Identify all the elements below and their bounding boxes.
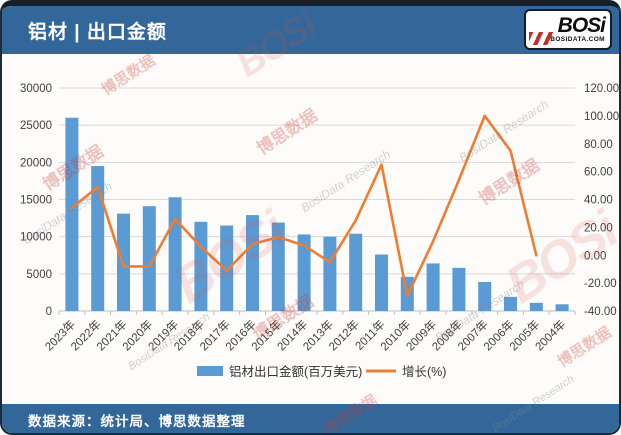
right-axis-label: 0.00 bbox=[584, 250, 606, 262]
export-amount-bar bbox=[323, 236, 337, 311]
export-amount-bar bbox=[478, 282, 492, 311]
chart-header: 铝材 | 出口金额 BOSi BOSIDATA.COM bbox=[2, 6, 619, 54]
export-amount-bar bbox=[375, 254, 388, 311]
legend-growth-label: 增长(%) bbox=[402, 364, 446, 379]
export-amount-bar bbox=[349, 233, 363, 311]
right-axis-label: 120.00 bbox=[584, 83, 619, 95]
right-axis-label: 80.00 bbox=[584, 139, 613, 151]
export-amount-bar bbox=[504, 296, 517, 311]
left-axis-label: 0 bbox=[46, 306, 52, 318]
export-amount-bar bbox=[297, 234, 311, 311]
left-axis-label: 30000 bbox=[20, 83, 52, 95]
logo-subtext: BOSIDATA.COM bbox=[550, 36, 605, 43]
left-axis-label: 5000 bbox=[26, 269, 52, 281]
legend-bar-label: 铝材出口金额(百万美元) bbox=[229, 364, 362, 379]
export-amount-bar bbox=[142, 206, 156, 311]
export-amount-bar bbox=[426, 263, 440, 311]
combo-chart-svg: 0 5000 10000 15000 20000 25000 30000 -40.00 -20.… bbox=[20, 83, 619, 379]
export-amount-bar bbox=[220, 225, 234, 311]
export-amount-bar bbox=[168, 197, 182, 311]
right-axis-label: 20.00 bbox=[584, 222, 613, 234]
export-amount-bar bbox=[91, 166, 105, 311]
left-axis-label: 25000 bbox=[20, 120, 52, 132]
right-axis-label: 40.00 bbox=[584, 195, 613, 207]
export-amount-bar bbox=[529, 302, 543, 311]
export-amount-bar bbox=[555, 304, 569, 311]
growth-line bbox=[70, 114, 538, 297]
export-amount-bar bbox=[65, 117, 79, 311]
left-axis-label: 15000 bbox=[20, 195, 52, 207]
chart-footer: 数据来源：统计局、博思数据整理 bbox=[2, 404, 619, 433]
right-axis-label: -40.00 bbox=[584, 306, 617, 318]
logo-text: BOSi bbox=[557, 14, 606, 37]
export-amount-bar bbox=[271, 222, 285, 311]
export-amount-bar bbox=[246, 215, 259, 311]
page-title: 铝材 | 出口金额 bbox=[28, 21, 167, 43]
export-amount-bar bbox=[452, 267, 466, 311]
left-axis-label: 20000 bbox=[20, 157, 52, 169]
right-axis-label: -20.00 bbox=[584, 278, 617, 290]
left-axis-label: 10000 bbox=[20, 232, 52, 244]
right-axis-label: 100.00 bbox=[584, 111, 619, 123]
export-amount-bar bbox=[194, 221, 208, 311]
data-source-text: 数据来源：统计局、博思数据整理 bbox=[28, 413, 246, 429]
bosidata-logo: BOSi BOSIDATA.COM bbox=[524, 9, 612, 50]
chart-plot-area: 0 5000 10000 15000 20000 25000 30000 -40.00 -20.… bbox=[2, 54, 619, 404]
logo-stripes-icon bbox=[529, 32, 553, 45]
right-axis-label: 60.00 bbox=[584, 167, 613, 179]
legend-bar-swatch bbox=[197, 366, 223, 376]
